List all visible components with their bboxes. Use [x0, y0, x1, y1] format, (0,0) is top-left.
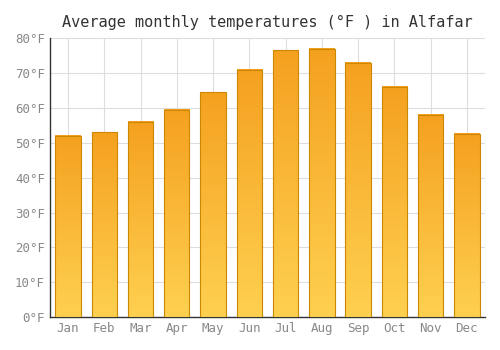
Bar	[418, 115, 444, 317]
Title: Average monthly temperatures (°F ) in Alfafar: Average monthly temperatures (°F ) in Al…	[62, 15, 472, 30]
Bar	[92, 132, 117, 317]
Bar	[273, 50, 298, 317]
Bar	[309, 49, 334, 317]
Bar	[346, 63, 371, 317]
Bar	[128, 122, 153, 317]
Bar	[56, 136, 80, 317]
Bar	[200, 92, 226, 317]
Bar	[236, 70, 262, 317]
Bar	[382, 87, 407, 317]
Bar	[454, 134, 479, 317]
Bar	[164, 110, 190, 317]
